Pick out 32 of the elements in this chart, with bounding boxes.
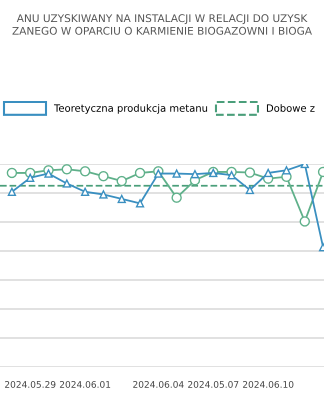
point	[62, 179, 71, 188]
chart-title: ANU UZYSKIWANY NA INSTALACJI W RELACJI DO UZYSK ZANEGO W OPARCIU O KARMIENIE BIOGAZOWNI I BIOGA	[12, 14, 312, 35]
x-tick-label: 2024.06.10	[242, 381, 294, 388]
legend-label: Dobowe z	[266, 104, 315, 112]
x-tick-label: 2024.05.07	[188, 381, 238, 388]
point	[44, 169, 53, 178]
point	[246, 186, 254, 194]
point	[244, 167, 256, 178]
point	[264, 168, 272, 178]
point	[134, 168, 146, 178]
x-tick-label: 2024.06.04	[133, 381, 184, 388]
point	[154, 169, 163, 178]
point	[118, 194, 126, 204]
point	[98, 170, 109, 182]
point	[171, 192, 182, 203]
point	[99, 190, 108, 199]
x-tick-label: 2024.05.29	[5, 381, 56, 388]
point	[190, 170, 200, 178]
legend-label: Teoretyczna produkcja metanu	[54, 104, 208, 114]
point	[300, 216, 310, 227]
point	[227, 171, 236, 180]
point	[8, 188, 16, 196]
point	[136, 199, 144, 208]
point	[62, 164, 72, 174]
point	[282, 166, 291, 174]
point	[116, 176, 127, 186]
point	[80, 188, 90, 196]
point	[6, 168, 18, 178]
point	[26, 174, 34, 182]
point	[80, 166, 90, 177]
point	[172, 169, 181, 178]
x-tick-label: 2024.06.01	[60, 381, 110, 388]
